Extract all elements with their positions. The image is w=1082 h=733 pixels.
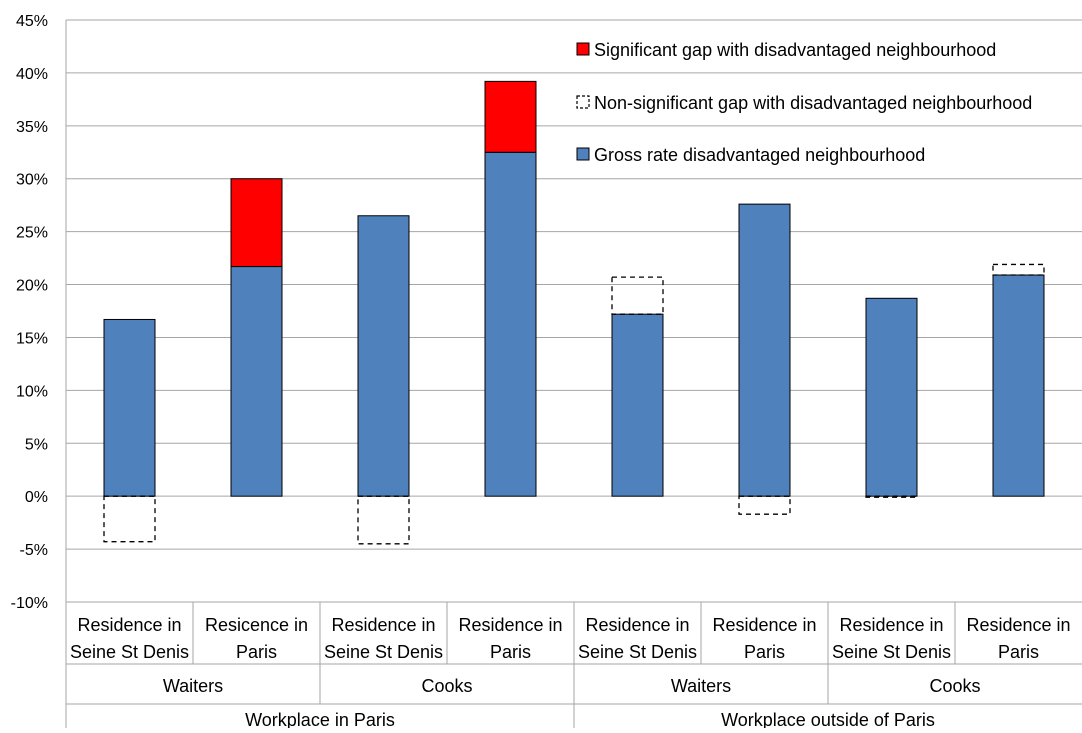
legend-swatch: [576, 42, 590, 56]
legend-swatch: [576, 95, 590, 109]
bar-non-significant-gap: [992, 263, 1045, 276]
workplace-group-label: Workplace outside of Paris: [721, 710, 935, 728]
occupation-group-label: Waiters: [671, 676, 731, 696]
category-label: Paris: [744, 642, 785, 662]
legend-label: Gross rate disadvantaged neighbourhood: [594, 145, 925, 165]
category-label: Seine St Denis: [70, 642, 189, 662]
bar-non-significant-gap: [865, 495, 918, 498]
occupation-group-label: Cooks: [929, 676, 980, 696]
y-tick-label: 45%: [16, 13, 48, 30]
y-tick-label: 15%: [16, 330, 48, 347]
bar-gross-rate: [738, 203, 791, 497]
category-label: Residence in: [839, 615, 943, 635]
bar-gross-rate: [484, 151, 537, 497]
legend-label: Significant gap with disadvantaged neigh…: [594, 40, 996, 60]
y-tick-label: 5%: [25, 436, 48, 453]
workplace-group-label: Workplace in Paris: [245, 710, 395, 728]
bar-gross-rate: [103, 318, 156, 497]
y-tick-label: 10%: [16, 383, 48, 400]
y-tick-label: -10%: [11, 595, 48, 612]
legend-label: Non-significant gap with disadvantaged n…: [594, 93, 1032, 113]
category-label: Paris: [236, 642, 277, 662]
y-tick-label: 25%: [16, 225, 48, 242]
bar-non-significant-gap: [103, 495, 156, 543]
category-label: Residence in: [966, 615, 1070, 635]
category-label: Resicence in: [205, 615, 308, 635]
category-label: Seine St Denis: [578, 642, 697, 662]
category-label: Paris: [998, 642, 1039, 662]
y-tick-label: 35%: [16, 119, 48, 136]
y-tick-label: -5%: [20, 542, 48, 559]
bar-gross-rate: [230, 266, 283, 497]
category-label: Paris: [490, 642, 531, 662]
category-label: Residence in: [585, 615, 689, 635]
occupation-group-label: Waiters: [163, 676, 223, 696]
y-tick-label: 30%: [16, 172, 48, 189]
category-label: Residence in: [331, 615, 435, 635]
bar-gross-rate: [611, 313, 664, 497]
category-label: Seine St Denis: [832, 642, 951, 662]
bar-non-significant-gap: [611, 276, 664, 315]
bar-significant-gap: [484, 80, 537, 153]
category-label: Residence in: [458, 615, 562, 635]
bar-gross-rate: [992, 274, 1045, 497]
bar-significant-gap: [230, 178, 283, 268]
legend-swatch: [576, 147, 590, 161]
bar-non-significant-gap: [738, 495, 791, 515]
bar-non-significant-gap: [357, 495, 410, 545]
y-tick-label: 0%: [25, 489, 48, 506]
category-label: Residence in: [77, 615, 181, 635]
category-label: Residence in: [712, 615, 816, 635]
y-tick-label: 40%: [16, 66, 48, 83]
category-label: Seine St Denis: [324, 642, 443, 662]
y-tick-label: 20%: [16, 278, 48, 295]
bar-gross-rate: [357, 215, 410, 497]
bar-gross-rate: [865, 297, 918, 497]
occupation-group-label: Cooks: [421, 676, 472, 696]
